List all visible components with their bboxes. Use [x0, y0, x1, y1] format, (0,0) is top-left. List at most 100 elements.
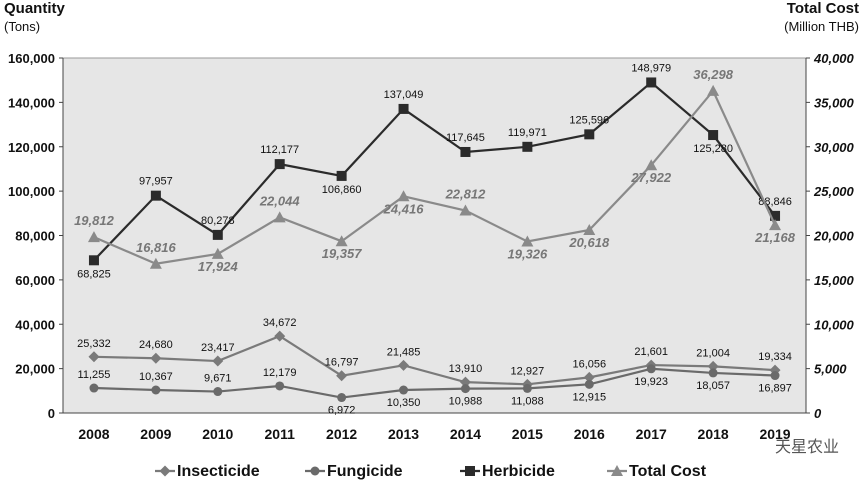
insecticide-data-label: 16,056: [572, 358, 606, 370]
total-cost-data-label: 17,924: [198, 259, 239, 274]
right-axis-unit: (Million THB): [784, 19, 859, 34]
right-tick-label: 5,000: [814, 362, 847, 377]
fungicide-point: [522, 383, 532, 393]
insecticide-data-label: 24,680: [139, 339, 173, 351]
herbicide-data-label: 80,278: [201, 215, 235, 227]
insecticide-point: [150, 352, 162, 364]
total-cost-point: [335, 235, 348, 247]
x-tick-label: 2012: [326, 426, 357, 442]
right-tick-label: 25,000: [813, 184, 855, 199]
total-cost-point: [769, 219, 782, 231]
fungicide-data-label: 11,255: [78, 369, 111, 381]
herbicide-point: [398, 103, 409, 114]
insecticide-data-label: 19,334: [758, 351, 792, 363]
left-tick-label: 80,000: [15, 229, 55, 244]
total-cost-legend-label: Total Cost: [629, 463, 707, 480]
total-cost-data-label: 16,816: [136, 240, 177, 255]
fungicide-point: [584, 379, 594, 389]
right-tick-label: 20,000: [813, 229, 855, 244]
watermark: 天星农业: [774, 439, 839, 456]
insecticide-data-label: 21,485: [387, 346, 421, 358]
fungicide-point: [213, 387, 223, 397]
x-tick-label: 2015: [512, 426, 543, 442]
total-cost-data-label: 27,922: [630, 170, 672, 185]
fungicide-point: [275, 381, 285, 391]
total-cost-data-label: 24,416: [383, 201, 425, 216]
fungicide-data-label: 12,915: [572, 391, 606, 403]
fungicide-data-label: 6,972: [328, 405, 356, 417]
total-cost-data-label: 36,298: [693, 67, 734, 82]
fungicide-line: [93, 367, 776, 399]
herbicide-point: [212, 229, 223, 240]
herbicide-point: [522, 141, 533, 152]
insecticide-point: [707, 360, 719, 372]
right-tick-label: 30,000: [814, 140, 855, 155]
total-cost-data-label: 19,812: [74, 213, 115, 228]
total-cost-point: [645, 159, 658, 171]
total-cost-point: [211, 247, 224, 259]
insecticide-data-label: 34,672: [263, 317, 297, 329]
insecticide-data-label: 16,797: [325, 357, 359, 369]
total-cost-data-label: 19,326: [507, 246, 548, 261]
insecticide-point: [398, 359, 410, 371]
left-axis-title: Quantity: [4, 0, 65, 17]
insecticide-point: [274, 330, 286, 342]
herbicide-point: [770, 210, 781, 221]
left-tick-label: 120,000: [8, 140, 55, 155]
herbicide-line: [93, 81, 776, 262]
herbicide-point: [584, 129, 595, 140]
total-cost-data-label: 22,812: [445, 187, 487, 202]
herbicide-point: [708, 130, 719, 141]
total-cost-data-label: 22,044: [259, 193, 301, 208]
total-cost-point: [149, 257, 162, 269]
fungicide-data-label: 9,671: [204, 373, 232, 385]
fungicide-point: [460, 384, 470, 394]
herbicide-point: [150, 190, 161, 201]
left-tick-label: 160,000: [8, 51, 55, 66]
right-tick-label: 0: [814, 406, 822, 421]
herbicide-data-label: 97,957: [139, 176, 173, 188]
total-cost-data-label: 20,618: [568, 235, 610, 250]
fungicide-data-label: 10,350: [387, 397, 421, 409]
insecticide-line: [93, 334, 776, 386]
left-tick-label: 20,000: [15, 362, 55, 377]
fungicide-data-label: 10,367: [139, 371, 173, 383]
total-cost-point: [87, 231, 100, 243]
x-tick-label: 2018: [698, 426, 729, 442]
insecticide-data-label: 23,417: [201, 342, 235, 354]
right-tick-label: 15,000: [814, 273, 855, 288]
left-tick-label: 140,000: [8, 95, 55, 110]
x-tick-label: 2017: [636, 426, 667, 442]
right-tick-label: 40,000: [813, 51, 855, 66]
x-tick-label: 2013: [388, 426, 419, 442]
herbicide-point: [460, 146, 471, 157]
x-tick-label: 2016: [574, 426, 605, 442]
insecticide-data-label: 21,601: [634, 346, 668, 358]
x-tick-label: 2010: [202, 426, 233, 442]
fungicide-legend-label: Fungicide: [327, 463, 403, 480]
fungicide-data-label: 16,897: [758, 383, 792, 395]
insecticide-point: [336, 370, 348, 382]
total-cost-point: [397, 190, 410, 202]
fungicide-data-label: 12,179: [263, 367, 297, 379]
fungicide-point: [89, 383, 99, 393]
total-cost-point: [521, 235, 534, 247]
fungicide-point: [337, 393, 347, 403]
insecticide-point: [88, 351, 100, 363]
total-cost-point: [583, 224, 596, 236]
fungicide-point: [646, 364, 656, 374]
fungicide-point: [770, 371, 780, 381]
herbicide-data-label: 68,825: [77, 268, 111, 280]
herbicide-data-label: 106,860: [322, 184, 362, 196]
insecticide-data-label: 12,927: [511, 365, 545, 377]
total-cost-point: [273, 211, 286, 223]
herbicide-point: [274, 159, 285, 170]
total-cost-line: [93, 88, 777, 265]
insecticide-data-label: 25,332: [77, 338, 111, 350]
left-tick-label: 100,000: [8, 184, 55, 199]
herbicide-point: [646, 77, 657, 88]
herbicide-point: [88, 255, 99, 266]
insecticide-data-label: 13,910: [449, 363, 483, 375]
herbicide-legend-marker: [465, 466, 475, 476]
